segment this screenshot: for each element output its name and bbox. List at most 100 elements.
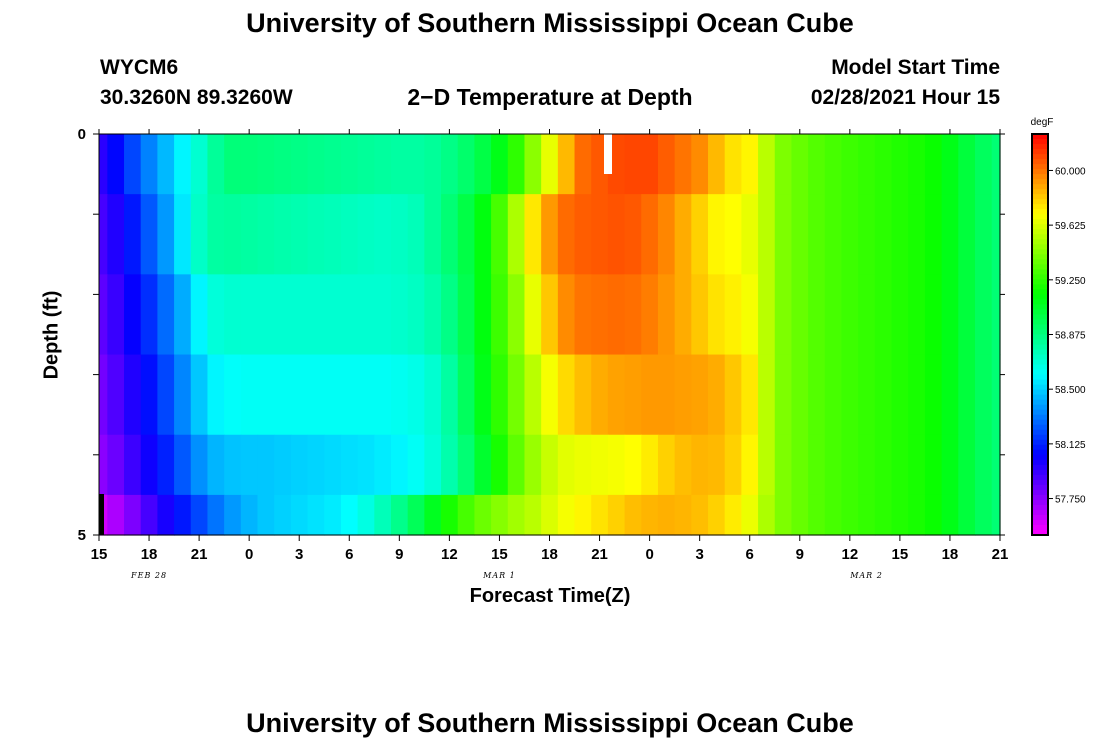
heatmap-cell (891, 354, 909, 436)
heatmap-cell (407, 274, 425, 356)
heatmap-cell (607, 134, 626, 195)
heatmap-cell (257, 494, 275, 536)
colorbar-swatch (1032, 509, 1048, 516)
colorbar-swatch (1032, 264, 1048, 270)
heatmap-cell (708, 134, 726, 195)
heatmap-cell (791, 494, 809, 536)
heatmap-cell (474, 274, 492, 356)
heatmap-cell (674, 134, 692, 195)
heatmap-cell (274, 434, 292, 496)
heatmap-cell (507, 274, 526, 356)
heatmap-cell (874, 194, 893, 275)
heatmap-cell (224, 354, 242, 436)
station-coordinates: 30.3260N 89.3260W (100, 86, 293, 109)
heatmap-cell (891, 134, 909, 195)
heatmap-cell (841, 434, 859, 496)
heatmap-cell (107, 354, 125, 436)
heatmap-cell (424, 274, 442, 356)
heatmap-cell (708, 194, 726, 275)
heatmap-cell (791, 434, 809, 496)
heatmap-cell (99, 194, 108, 275)
heatmap-cell (708, 494, 726, 536)
heatmap-cell (808, 354, 826, 436)
heatmap-cell (841, 134, 859, 195)
heatmap-cell (724, 354, 742, 436)
colorbar-swatch (1032, 159, 1048, 165)
heatmap-cell (708, 434, 726, 496)
colorbar-swatch (1032, 199, 1048, 205)
heatmap-cell (641, 354, 659, 436)
colorbar-swatch (1032, 144, 1048, 150)
heatmap-cell (891, 434, 909, 496)
heatmap-cell (457, 274, 476, 356)
colorbar-tick-label: 60.000 (1055, 166, 1086, 177)
heatmap-cell (941, 494, 959, 536)
heatmap-cell (557, 194, 576, 275)
heatmap-cell (157, 354, 175, 436)
heatmap-cell (657, 494, 676, 536)
heatmap-cell (157, 194, 175, 275)
heatmap-cell (174, 434, 192, 496)
colorbar-swatch (1032, 384, 1048, 391)
heatmap-cell (157, 434, 175, 496)
heatmap-cell (124, 434, 142, 496)
heatmap-cell (591, 494, 609, 536)
heatmap-cell (774, 354, 793, 436)
x-ticks: 15 18 21 0 3 6 9 12 15 18 21 0 3 6 9 12 15 18 21 FEB 28 MAR … (91, 129, 1008, 580)
x-tick-label: 15 (892, 546, 909, 563)
colorbar-swatch (1032, 279, 1048, 285)
heatmap-cell (324, 354, 342, 436)
x-axis-label: Forecast Time(Z) (469, 585, 631, 607)
heatmap-cell (607, 274, 626, 356)
heatmap-cell (507, 134, 526, 195)
heatmap-cell (124, 354, 142, 436)
heatmap-cell (858, 134, 876, 195)
colorbar-swatch (1032, 434, 1048, 441)
colorbar-swatch (1032, 189, 1048, 195)
colorbar-swatch (1032, 309, 1048, 316)
heatmap-cell (941, 434, 959, 496)
heatmap-cell (808, 274, 826, 356)
heatmap-cell (290, 134, 309, 195)
heatmap-cell (157, 274, 175, 356)
heatmap-cell (574, 134, 592, 195)
heatmap-cell (374, 354, 392, 436)
heatmap-cell (891, 494, 909, 536)
heatmap-cell (274, 274, 292, 356)
colorbar-swatch (1032, 294, 1048, 301)
colorbar-swatch (1032, 204, 1048, 210)
heatmap-cell (99, 354, 108, 436)
heatmap-cell (607, 494, 626, 536)
heatmap-cell (99, 274, 108, 356)
heatmap-cell (357, 194, 375, 275)
heatmap-cell (374, 134, 392, 195)
colorbar-swatch (1032, 219, 1048, 225)
heatmap-cell (240, 494, 259, 536)
heatmap-cell (307, 274, 325, 356)
heatmap-cell (340, 134, 359, 195)
heatmap-cell (691, 434, 709, 496)
colorbar-swatch (1032, 289, 1048, 295)
heatmap-cells (99, 134, 1001, 536)
heatmap-cell (991, 434, 1001, 496)
colorbar-swatch (1032, 469, 1048, 476)
heatmap-cell (958, 494, 976, 536)
heatmap-cell (691, 274, 709, 356)
heatmap-cell (641, 194, 659, 275)
heatmap-cell (808, 494, 826, 536)
colorbar-swatch (1032, 274, 1048, 280)
colorbar-tick-label: 58.500 (1055, 385, 1086, 396)
heatmap-cell (257, 194, 275, 275)
heatmap-cell (340, 434, 359, 496)
heatmap-cell (257, 274, 275, 356)
heatmap-cell (441, 434, 459, 496)
heatmap-cell (724, 134, 742, 195)
heatmap-cell (858, 494, 876, 536)
heatmap-cell (657, 354, 676, 436)
heatmap-cell (924, 494, 943, 536)
heatmap-cell (624, 354, 642, 436)
heatmap-cell (657, 434, 676, 496)
heatmap-cell (457, 354, 476, 436)
colorbar-swatch (1032, 364, 1048, 371)
heatmap-cell (374, 194, 392, 275)
